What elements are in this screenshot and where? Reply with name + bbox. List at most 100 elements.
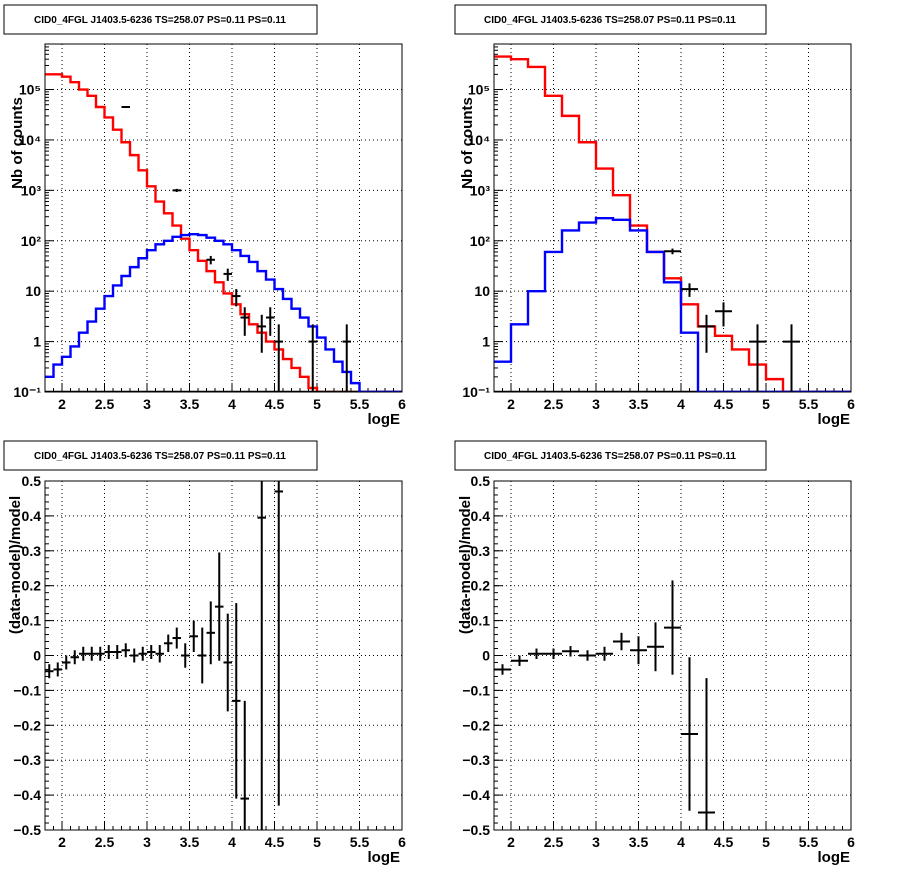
x-tick-label: 5	[762, 834, 770, 850]
x-tick-label: 5	[762, 396, 770, 412]
x-tick-label: 4	[677, 396, 685, 412]
x-tick-label: 5	[313, 834, 321, 850]
chart-title: CID0_4FGL J1403.5-6236 TS=258.07 PS=0.11…	[484, 15, 736, 26]
title-box	[454, 440, 767, 471]
x-tick-label: 3	[143, 834, 151, 850]
plot-frame	[493, 43, 852, 393]
y-tick-label: 0.5	[22, 473, 42, 489]
plot-frame	[493, 480, 852, 831]
x-axis-label: logE	[818, 849, 851, 866]
y-tick-label: 0.1	[22, 613, 42, 629]
plot-area: 2 2.5 3 3.5 4 4.5 5 5.5 6 −0.5 −0.4 −0.3 −0.2 −0.1 0 0.…	[13, 473, 406, 850]
y-tick-label: −0.5	[462, 822, 490, 838]
y-tick-label: 10⁻¹	[462, 384, 490, 400]
x-tick-label: 3.5	[629, 396, 649, 412]
source-model-histogram	[494, 217, 851, 392]
title-box	[3, 4, 318, 35]
x-tick-label: 6	[847, 396, 855, 412]
y-tick-label: 0.3	[471, 543, 491, 559]
chart-title: CID0_4FGL J1403.5-6236 TS=258.07 PS=0.11…	[484, 451, 736, 462]
x-tick-label: 3.5	[629, 834, 649, 850]
y-axis-label: (data-model)/model	[7, 496, 24, 634]
x-tick-label: 2.5	[544, 834, 564, 850]
x-tick-label: 2	[58, 396, 66, 412]
source-model-histogram	[45, 232, 402, 392]
y-tick-label: −0.4	[462, 787, 490, 803]
y-tick-label: −0.3	[13, 752, 41, 768]
y-tick-label: 0.1	[471, 613, 491, 629]
y-tick-label: 10⁻¹	[13, 384, 41, 400]
x-tick-label: 2.5	[95, 834, 115, 850]
x-tick-label: 2.5	[95, 396, 115, 412]
y-tick-label: 10⁴	[19, 132, 42, 148]
x-tick-label: 6	[398, 396, 406, 412]
x-tick-label: 6	[847, 834, 855, 850]
y-tick-label: 10⁵	[19, 82, 41, 98]
y-tick-label: 0	[482, 648, 490, 664]
y-tick-label: 0	[33, 648, 41, 664]
x-tick-label: 3.5	[180, 834, 200, 850]
y-tick-label: −0.5	[13, 822, 41, 838]
x-tick-label: 4.5	[714, 396, 734, 412]
x-axis-label: logE	[818, 411, 851, 428]
x-tick-label: 2	[507, 396, 515, 412]
x-tick-label: 4.5	[714, 834, 734, 850]
x-axis-label: logE	[368, 849, 401, 866]
panel-bottom-left: CID0_4FGL J1403.5-6236 TS=258.07 PS=0.11…	[3, 440, 406, 866]
y-tick-label: −0.1	[13, 682, 41, 698]
plot-area: 2 2.5 3 3.5 4 4.5 5 5.5 6 10⁻¹ 1 10 10² 10³ 10⁴ 10⁵	[13, 43, 406, 412]
x-tick-label: 3.5	[180, 396, 200, 412]
y-tick-label: 10	[25, 283, 41, 299]
x-tick-label: 4.5	[265, 396, 285, 412]
chart-title: CID0_4FGL J1403.5-6236 TS=258.07 PS=0.11…	[34, 15, 286, 26]
x-tick-label: 4.5	[265, 834, 285, 850]
y-tick-label: 1	[33, 334, 41, 350]
y-tick-label: −0.1	[462, 682, 490, 698]
y-tick-label: 1	[482, 334, 490, 350]
y-tick-label: −0.4	[13, 787, 41, 803]
panel-top-left: CID0_4FGL J1403.5-6236 TS=258.07 PS=0.11…	[3, 4, 406, 428]
x-tick-label: 5	[313, 396, 321, 412]
x-tick-label: 5.5	[799, 396, 819, 412]
title-box	[454, 4, 767, 35]
y-tick-label: 10⁴	[468, 132, 491, 148]
plot-area: 2 2.5 3 3.5 4 4.5 5 5.5 6 10⁻¹ 1 10 10² 10³ 10⁴ 10⁵	[462, 43, 855, 412]
x-tick-label: 4	[677, 834, 685, 850]
y-tick-label: 0.2	[22, 578, 42, 594]
x-tick-label: 2.5	[544, 396, 564, 412]
panel-bottom-right: CID0_4FGL J1403.5-6236 TS=258.07 PS=0.11…	[454, 440, 855, 866]
y-tick-label: −0.2	[13, 717, 41, 733]
x-tick-label: 5.5	[350, 834, 370, 850]
x-tick-label: 2	[507, 834, 515, 850]
y-tick-label: 0.4	[471, 508, 491, 524]
x-tick-label: 6	[398, 834, 406, 850]
y-tick-label: 0.2	[471, 578, 491, 594]
x-tick-label: 4	[228, 834, 236, 850]
plot-area: 2 2.5 3 3.5 4 4.5 5 5.5 6 −0.5 −0.4 −0.3 −0.2 −0.1 0 0.…	[462, 473, 855, 850]
y-tick-label: −0.2	[462, 717, 490, 733]
total-model-histogram	[45, 73, 402, 392]
y-tick-label: 0.3	[22, 543, 42, 559]
plot-frame	[44, 43, 403, 393]
title-box	[3, 440, 318, 471]
x-axis-label: logE	[368, 411, 401, 428]
y-tick-label: 0.4	[22, 508, 42, 524]
x-tick-label: 2	[58, 834, 66, 850]
plot-frame	[44, 480, 403, 831]
y-tick-label: 10³	[470, 182, 491, 198]
chart-title: CID0_4FGL J1403.5-6236 TS=258.07 PS=0.11…	[34, 451, 286, 462]
x-tick-label: 4	[228, 396, 236, 412]
x-tick-label: 3	[592, 834, 600, 850]
y-tick-label: 10³	[21, 182, 42, 198]
y-tick-label: 0.5	[471, 473, 491, 489]
y-axis-label: Nb of counts	[459, 97, 476, 189]
y-tick-label: 10⁵	[468, 82, 490, 98]
y-axis-label: (data-model)/model	[457, 496, 474, 634]
y-axis-label: Nb of counts	[9, 97, 26, 189]
x-tick-label: 3	[592, 396, 600, 412]
x-tick-label: 3	[143, 396, 151, 412]
x-tick-label: 5.5	[350, 396, 370, 412]
y-tick-label: −0.3	[462, 752, 490, 768]
y-tick-label: 10²	[21, 233, 42, 249]
